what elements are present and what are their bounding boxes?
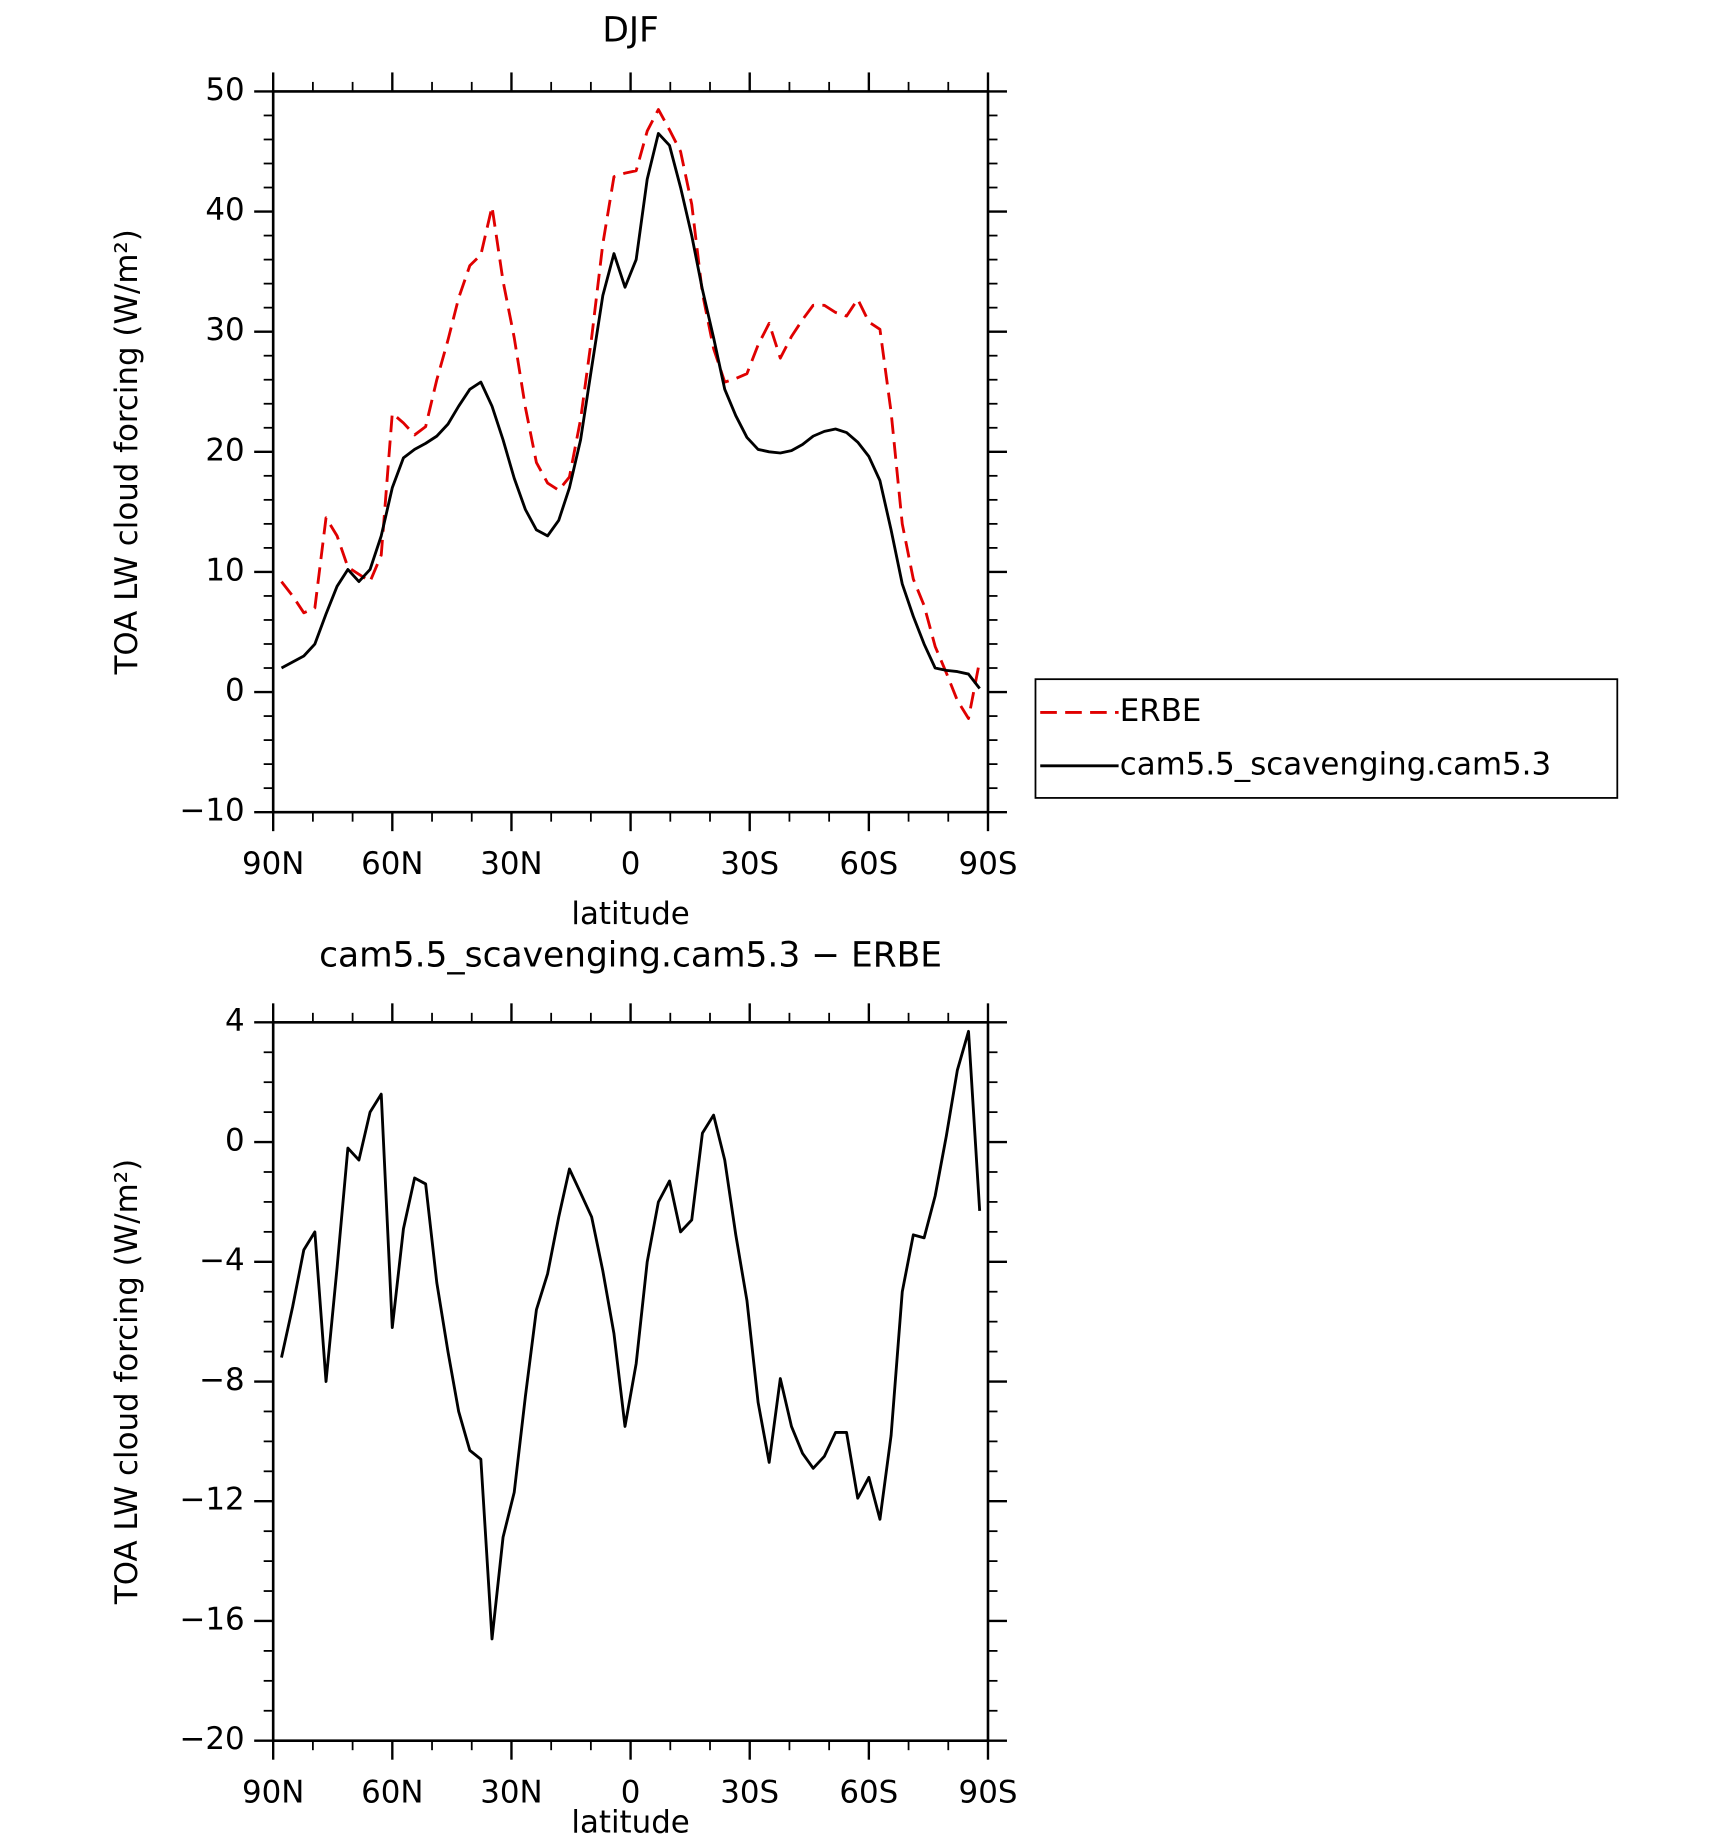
y-tick-label: −8: [199, 1362, 245, 1398]
y-tick-label: 0: [225, 1123, 245, 1159]
x-tick-label: 90N: [242, 846, 304, 882]
x-tick-label: 90N: [242, 1775, 304, 1811]
data-line: [280, 132, 981, 690]
x-tick-label: 60N: [361, 1775, 423, 1811]
x-axis-label: latitude: [571, 1804, 689, 1840]
y-axis-label: TOA LW cloud forcing (W/m²): [109, 229, 145, 675]
plot-frame: [271, 1021, 990, 1743]
x-tick-label: 90S: [959, 846, 1018, 882]
x-tick-label: 30N: [480, 1775, 542, 1811]
x-tick-label: 60S: [839, 1775, 898, 1811]
legend-label: ERBE: [1120, 693, 1202, 729]
y-tick-label: 4: [225, 1003, 245, 1039]
chart-title: DJF: [602, 11, 658, 51]
y-tick-label: −20: [180, 1721, 245, 1757]
data-line: [280, 1029, 982, 1641]
legend-box: [1034, 678, 1619, 799]
y-tick-label: 50: [205, 72, 244, 108]
x-axis-label: latitude: [571, 896, 689, 932]
y-tick-label: 10: [205, 552, 244, 588]
plot: DJF latitude TOA LW cloud forcing (W/m²) −1…: [109, 11, 1619, 932]
x-tick-label: 30S: [720, 846, 779, 882]
y-tick-label: 20: [205, 432, 244, 468]
plot-frame: [271, 90, 990, 814]
y-axis-label: TOA LW cloud forcing (W/m²): [109, 1159, 145, 1605]
x-tick-label: 0: [621, 1775, 641, 1811]
x-tick-label: 0: [621, 846, 641, 882]
y-tick-label: 30: [205, 312, 244, 348]
x-tick-label: 60S: [839, 846, 898, 882]
y-tick-label: −12: [180, 1482, 245, 1518]
y-tick-label: 0: [225, 673, 245, 709]
x-tick-label: 30S: [720, 1775, 779, 1811]
chart-title: cam5.5_scavenging.cam5.3 − ERBE: [319, 936, 942, 976]
x-tick-label: 30N: [480, 846, 542, 882]
y-tick-label: −16: [180, 1601, 245, 1637]
x-tick-label: 60N: [361, 846, 423, 882]
y-tick-label: −4: [199, 1242, 245, 1278]
plot: cam5.5_scavenging.cam5.3 − ERBE latitude T…: [109, 936, 1018, 1841]
data-line: [280, 108, 982, 720]
y-tick-label: −10: [180, 793, 245, 829]
x-tick-label: 90S: [959, 1775, 1018, 1811]
legend-label: cam5.5_scavenging.cam5.3: [1120, 746, 1551, 782]
legend: ERBE cam5.5_scavenging.cam5.3: [1034, 678, 1619, 799]
y-tick-label: 40: [205, 192, 244, 228]
